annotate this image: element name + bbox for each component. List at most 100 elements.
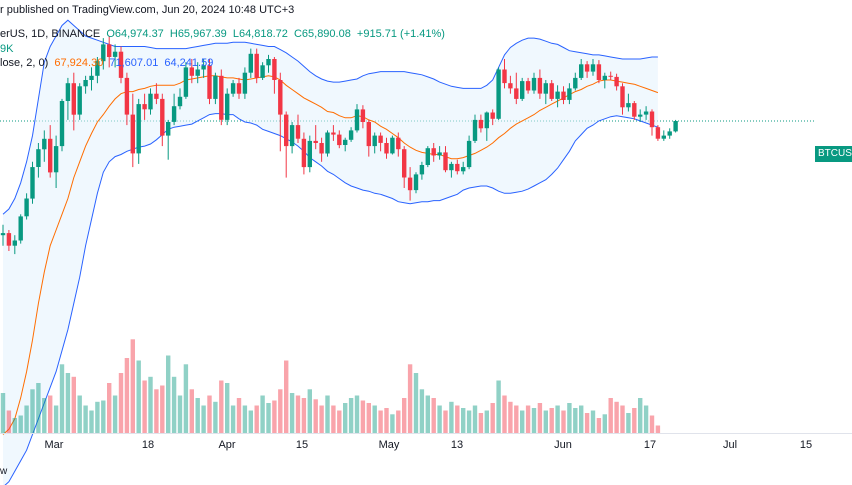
volume-bar bbox=[531, 408, 537, 433]
symbol-label[interactable]: erUS, 1D, BINANCE bbox=[0, 28, 101, 40]
candle-body bbox=[667, 131, 672, 136]
volume-bar bbox=[396, 410, 401, 433]
candle-body bbox=[30, 167, 35, 199]
candle-body bbox=[77, 86, 82, 115]
volume-bar bbox=[65, 373, 71, 433]
candle-body bbox=[579, 64, 584, 78]
volume-bar bbox=[278, 389, 283, 434]
volume-bar bbox=[12, 418, 17, 433]
volume-bar bbox=[378, 410, 383, 433]
candle-body bbox=[142, 104, 147, 110]
candle-body bbox=[195, 69, 200, 76]
volume-bar bbox=[24, 405, 29, 433]
footer-label: w bbox=[0, 466, 8, 477]
candle-body bbox=[472, 119, 478, 141]
candle-body bbox=[407, 177, 413, 191]
candle-body bbox=[455, 163, 460, 172]
low-value: L64,818.72 bbox=[232, 28, 288, 40]
indicator-label: lose, 2, 0) bbox=[0, 57, 49, 69]
candle-body bbox=[638, 114, 643, 117]
ohlc-legend: erUS, 1D, BINANCE O64,974.37 H65,967.39 … bbox=[0, 28, 448, 40]
candle-body bbox=[331, 132, 336, 135]
volume-bar bbox=[649, 415, 655, 433]
volume-bar bbox=[148, 376, 153, 434]
candle-body bbox=[24, 198, 29, 217]
volume-bar bbox=[89, 410, 94, 433]
volume-bar bbox=[437, 405, 442, 433]
volume-bar bbox=[632, 408, 637, 433]
candle-body bbox=[53, 146, 59, 173]
candle-body bbox=[307, 140, 312, 168]
candle-body bbox=[384, 143, 389, 154]
bollinger-band-fill bbox=[3, 20, 658, 485]
volume-bars bbox=[0, 339, 661, 434]
volume-bar bbox=[608, 398, 613, 433]
candle-body bbox=[295, 125, 301, 139]
volume-bar bbox=[573, 408, 578, 433]
candle-body bbox=[284, 114, 289, 147]
bollinger-lower-line bbox=[4, 113, 659, 485]
candle-body bbox=[48, 138, 53, 173]
volume-bar bbox=[638, 398, 643, 433]
candle-body bbox=[272, 59, 277, 80]
candle-body bbox=[655, 127, 661, 139]
bollinger-upper-line bbox=[2, 19, 658, 215]
indicator-legend[interactable]: lose, 2, 0) 67,924.30 71,607.01 64,241.5… bbox=[0, 57, 216, 69]
candle-body bbox=[608, 75, 613, 77]
volume-bar bbox=[449, 401, 454, 434]
x-tick-apr: Apr bbox=[218, 439, 236, 451]
candle-body bbox=[490, 112, 495, 119]
x-tick-13: 13 bbox=[450, 439, 464, 451]
candle-body bbox=[65, 83, 71, 101]
candle-body bbox=[124, 77, 130, 115]
volume-bar bbox=[490, 403, 495, 433]
open-value: O64,974.37 bbox=[106, 28, 164, 40]
volume-bar bbox=[0, 393, 6, 433]
chart-attribution: r published on TradingView.com, Jun 20, … bbox=[0, 4, 297, 16]
volume-bar bbox=[201, 405, 206, 433]
volume-bar bbox=[266, 403, 271, 433]
candle-body bbox=[520, 81, 525, 99]
volume-bar bbox=[431, 398, 436, 433]
volume-bar bbox=[307, 389, 312, 434]
volume-bar bbox=[555, 405, 560, 433]
volume-bar bbox=[478, 413, 484, 433]
volume-bar bbox=[142, 380, 147, 433]
candle-body bbox=[201, 65, 206, 70]
volume-bar bbox=[348, 398, 354, 433]
candle-body bbox=[372, 135, 377, 147]
volume-bar bbox=[567, 403, 572, 433]
candle-body bbox=[59, 101, 65, 147]
volume-bar bbox=[225, 383, 230, 433]
volume-bar bbox=[596, 418, 602, 433]
volume-bar bbox=[230, 405, 236, 433]
candle-body bbox=[343, 139, 348, 145]
volume-bar bbox=[484, 410, 489, 433]
volume-bar bbox=[472, 405, 478, 433]
candle-body bbox=[177, 96, 183, 107]
candle-body bbox=[626, 103, 631, 108]
volume-bar bbox=[71, 376, 76, 434]
volume-bar bbox=[496, 380, 501, 433]
candle-body bbox=[437, 152, 442, 156]
last-price-tag[interactable]: BTCUSDT bbox=[815, 146, 852, 162]
candle-body bbox=[543, 83, 548, 94]
candle-body bbox=[183, 67, 189, 97]
volume-bar bbox=[248, 410, 253, 433]
candle-body bbox=[6, 233, 12, 246]
indicator-basis-value: 67,924.30 bbox=[54, 57, 104, 69]
candle-body bbox=[419, 165, 425, 175]
candle-body bbox=[42, 138, 47, 150]
volume-bar bbox=[107, 383, 112, 433]
volume-bar bbox=[219, 380, 224, 433]
candle-body bbox=[496, 69, 501, 119]
volume-bar bbox=[177, 395, 183, 433]
volume-bar bbox=[59, 364, 65, 434]
candle-body bbox=[620, 86, 625, 108]
high-value: H65,967.39 bbox=[169, 28, 227, 40]
candle-body bbox=[89, 75, 94, 80]
candle-body bbox=[266, 59, 271, 66]
candle-body bbox=[225, 93, 230, 120]
candles bbox=[0, 36, 678, 255]
